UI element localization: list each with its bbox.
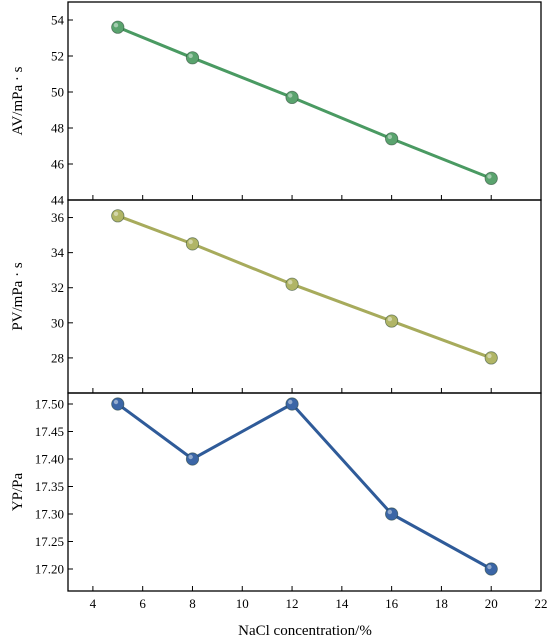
panel-1-series-line bbox=[117, 25, 492, 180]
panel-1-data-point-highlight bbox=[188, 53, 193, 58]
panel-3-data-point bbox=[185, 452, 200, 466]
panel-1-y-tick-label: 44 bbox=[51, 193, 65, 208]
panel-1-data-point bbox=[484, 171, 498, 185]
panel-2-y-axis-title: PV/mPa · s bbox=[10, 262, 26, 331]
panel-1-y-tick-label: 46 bbox=[51, 157, 65, 172]
panel-3-data-point-highlight bbox=[288, 399, 293, 405]
x-tick-label: 22 bbox=[535, 596, 548, 611]
panel-3-y-tick-label: 17.45 bbox=[35, 424, 64, 439]
panel-2-y-tick-label: 34 bbox=[51, 245, 65, 260]
x-tick-label: 6 bbox=[139, 596, 146, 611]
panel-1-data-point bbox=[111, 20, 125, 34]
panel-2-data-point bbox=[484, 351, 498, 365]
panel-3-data-point bbox=[285, 397, 299, 411]
panel-2-data-point bbox=[185, 237, 200, 251]
x-tick-label: 20 bbox=[485, 596, 498, 611]
panel-2-series-line bbox=[117, 214, 492, 360]
panel-3-data-point bbox=[111, 397, 125, 411]
panel-3-data-point bbox=[385, 507, 399, 521]
panel-3-series-line bbox=[116, 402, 492, 571]
panel-1-data-point-highlight bbox=[113, 23, 119, 28]
panel-2-data-point-highlight bbox=[387, 316, 393, 322]
panel-1-data-point-highlight bbox=[387, 134, 393, 139]
panel-2-data-point-highlight bbox=[113, 211, 119, 216]
panel-2-y-tick-label: 32 bbox=[51, 280, 64, 295]
panel-3-y-tick-label: 17.40 bbox=[35, 452, 64, 467]
panel-2-y-tick-label: 30 bbox=[51, 315, 64, 330]
x-tick-label: 12 bbox=[286, 596, 299, 611]
panel-3-y-tick-label: 17.25 bbox=[35, 534, 64, 549]
panel-3-data-point-highlight bbox=[487, 564, 492, 570]
panel-1-y-axis-title: AV/mPa · s bbox=[10, 66, 26, 135]
panel-3-frame bbox=[67, 392, 542, 592]
panel-2-y-tick-label: 36 bbox=[51, 210, 65, 225]
panel-1-data-point-highlight bbox=[487, 174, 492, 179]
x-tick-label: 8 bbox=[189, 596, 196, 611]
panel-3-data-point bbox=[484, 562, 498, 576]
panel-3-y-tick-label: 17.20 bbox=[35, 562, 64, 577]
panel-2-y-tick-label: 28 bbox=[51, 350, 64, 365]
x-tick-label: 10 bbox=[236, 596, 249, 611]
panel-2-data-point bbox=[111, 209, 125, 223]
panel-1-y-tick-label: 54 bbox=[51, 13, 65, 28]
panel-2-frame bbox=[67, 199, 542, 394]
panel-3-y-tick-label: 17.30 bbox=[35, 507, 64, 522]
panel-2-data-point bbox=[385, 314, 399, 328]
panel-3-y-tick-label: 17.50 bbox=[35, 397, 64, 412]
x-tick-label: 18 bbox=[435, 596, 448, 611]
panel-1-y-tick-label: 52 bbox=[51, 49, 64, 64]
panel-1-y-tick-label: 50 bbox=[51, 85, 64, 100]
panel-3-data-point-highlight bbox=[188, 454, 193, 460]
panel-3-data-point-highlight bbox=[113, 399, 119, 405]
panel-2-data-point-highlight bbox=[188, 239, 193, 245]
panel-1-y-tick-label: 48 bbox=[51, 121, 64, 136]
panel-2-data-point bbox=[285, 277, 299, 291]
panel-1-data-point-highlight bbox=[288, 93, 293, 98]
panel-1-data-point bbox=[185, 51, 200, 65]
panel-2-data-point-highlight bbox=[288, 280, 293, 285]
x-tick-label: 4 bbox=[90, 596, 97, 611]
panel-1-data-point bbox=[385, 132, 399, 146]
panel-2-data-point-highlight bbox=[487, 353, 492, 359]
x-axis-title: NaCl concentration/% bbox=[238, 623, 372, 639]
x-tick-label: 14 bbox=[335, 596, 349, 611]
panel-3-data-point-highlight bbox=[387, 509, 393, 515]
x-tick-label: 16 bbox=[385, 596, 399, 611]
panel-1-data-point bbox=[285, 90, 299, 105]
panel-3-y-axis-title: YP/Pa bbox=[10, 472, 26, 511]
panel-3-y-tick-label: 17.35 bbox=[35, 479, 64, 494]
